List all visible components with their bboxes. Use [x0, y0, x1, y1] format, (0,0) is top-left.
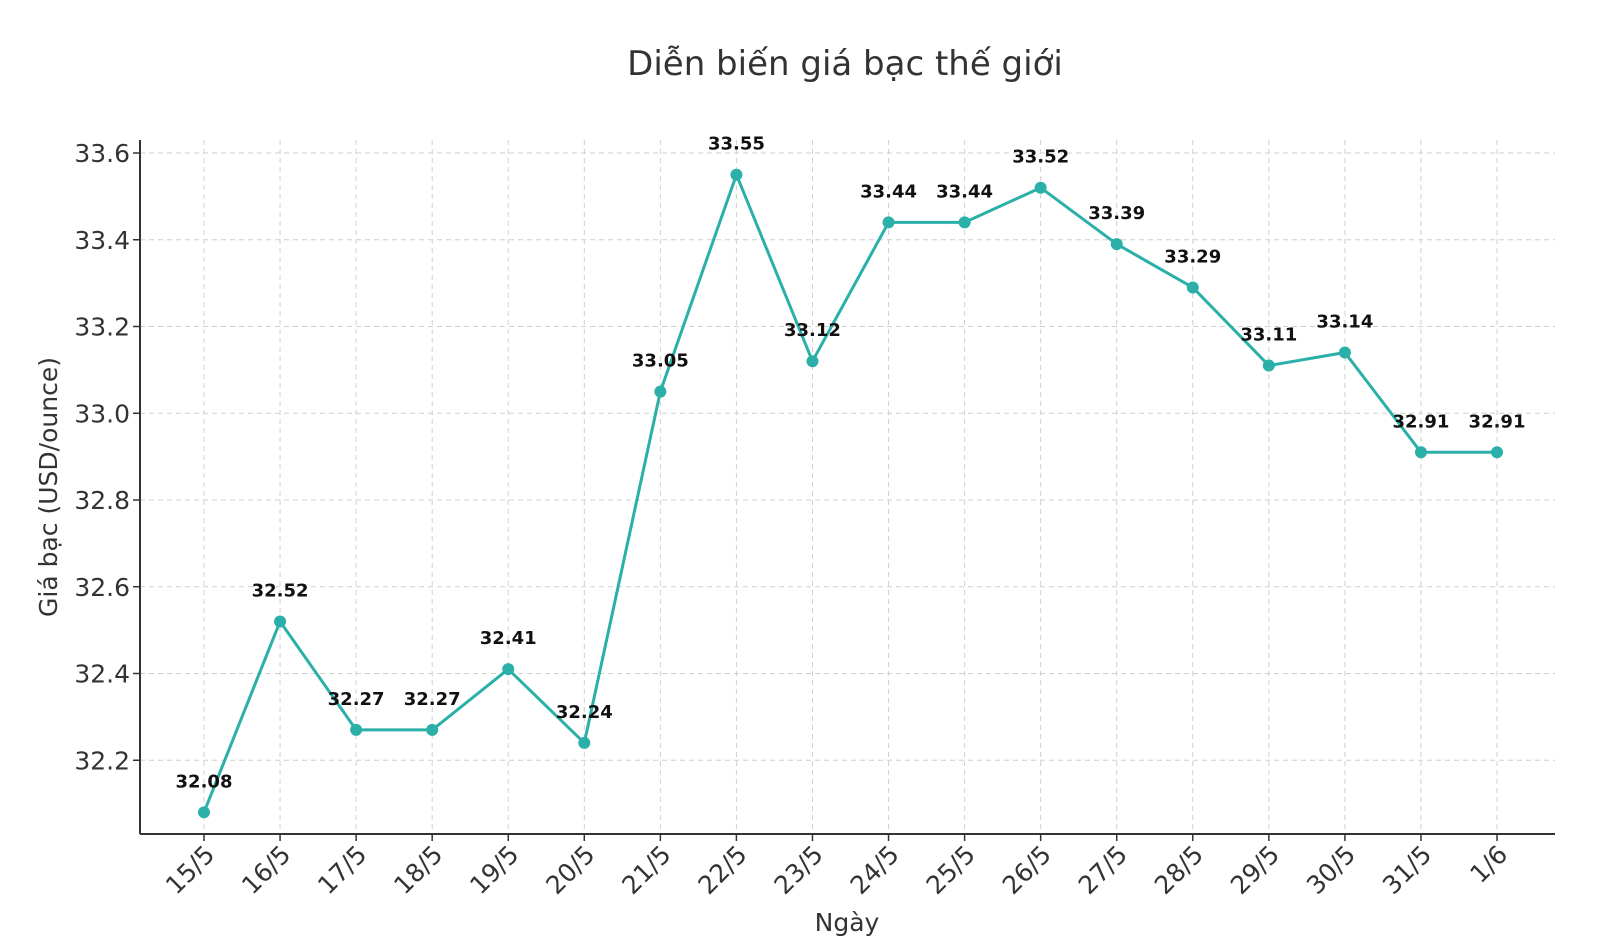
data-point	[654, 385, 667, 398]
data-label: 32.27	[404, 689, 461, 710]
data-label: 33.12	[784, 320, 841, 341]
x-tick-label: 20/5	[540, 840, 600, 900]
x-tick-label: 28/5	[1149, 840, 1209, 900]
data-label: 33.55	[708, 134, 765, 155]
data-label: 32.91	[1469, 411, 1526, 432]
y-tick-label: 32.6	[74, 573, 130, 602]
data-label: 33.44	[860, 181, 917, 202]
x-tick-label: 19/5	[464, 840, 524, 900]
y-tick-label: 33.2	[74, 313, 130, 342]
x-tick-label: 27/5	[1073, 840, 1133, 900]
data-label: 33.14	[1316, 312, 1373, 333]
y-tick-label: 32.2	[74, 746, 130, 775]
x-tick-label: 25/5	[921, 840, 981, 900]
data-labels: 32.08 32.52 32.27 32.27 32.41 32.24 33.05 33.55…	[176, 134, 1526, 793]
data-point	[350, 723, 363, 736]
data-label: 33.29	[1164, 246, 1221, 267]
data-point	[1110, 238, 1123, 251]
data-label: 32.41	[480, 628, 537, 649]
grid	[140, 140, 1555, 834]
x-tick-label: 29/5	[1225, 840, 1285, 900]
x-tick-label: 16/5	[236, 840, 296, 900]
x-tick-label: 21/5	[616, 840, 676, 900]
data-point	[882, 216, 895, 229]
data-label: 33.52	[1012, 147, 1069, 168]
series-line	[202, 173, 1498, 813]
data-point	[958, 216, 971, 229]
data-label: 32.91	[1392, 411, 1449, 432]
data-point	[1414, 446, 1427, 459]
series	[198, 168, 1504, 819]
data-point	[806, 355, 819, 368]
data-point	[1262, 359, 1275, 372]
data-point	[1338, 346, 1351, 359]
x-ticks: 15/5 16/5 17/5 18/5 19/5 20/5 21/5 22/5 23/5 24/5…	[160, 834, 1513, 900]
y-tick-label: 32.4	[74, 660, 130, 689]
data-point	[578, 736, 591, 749]
data-label: 32.52	[252, 580, 309, 601]
x-tick-label: 17/5	[312, 840, 372, 900]
y-tick-label: 32.8	[74, 486, 130, 515]
x-tick-label: 22/5	[692, 840, 752, 900]
data-label: 32.08	[176, 771, 233, 792]
x-tick-label: 31/5	[1377, 840, 1437, 900]
x-tick-label: 18/5	[388, 840, 448, 900]
data-point	[274, 615, 287, 628]
data-label: 33.05	[632, 351, 689, 372]
y-tick-label: 33.4	[74, 226, 130, 255]
data-point	[1491, 446, 1504, 459]
x-tick-label: 23/5	[769, 840, 829, 900]
y-tick-label: 33.0	[74, 399, 130, 428]
data-label: 32.27	[328, 689, 385, 710]
data-point	[1034, 181, 1047, 194]
x-tick-label: 24/5	[845, 840, 905, 900]
y-tick-label: 33.6	[74, 139, 130, 168]
y-ticks: 32.2 32.4 32.6 32.8 33.0 33.2 33.4 33.6	[74, 139, 140, 775]
x-tick-label: 26/5	[997, 840, 1057, 900]
data-label: 33.11	[1240, 325, 1297, 346]
x-axis-label: Ngày	[815, 908, 880, 937]
x-tick-label: 15/5	[160, 840, 220, 900]
data-point	[1186, 281, 1199, 294]
data-label: 33.39	[1088, 203, 1145, 224]
data-point	[198, 806, 210, 819]
data-point	[730, 168, 743, 181]
axes	[139, 140, 1555, 835]
data-label: 33.44	[936, 181, 993, 202]
x-tick-label: 30/5	[1301, 840, 1361, 900]
data-label: 32.24	[556, 702, 613, 723]
data-point	[502, 663, 515, 676]
x-tick-label: 1/6	[1464, 840, 1513, 889]
chart-title: Diễn biến giá bạc thế giới	[627, 44, 1063, 84]
y-axis-label: Giá bạc (USD/ounce)	[34, 357, 63, 617]
data-point	[426, 723, 439, 736]
